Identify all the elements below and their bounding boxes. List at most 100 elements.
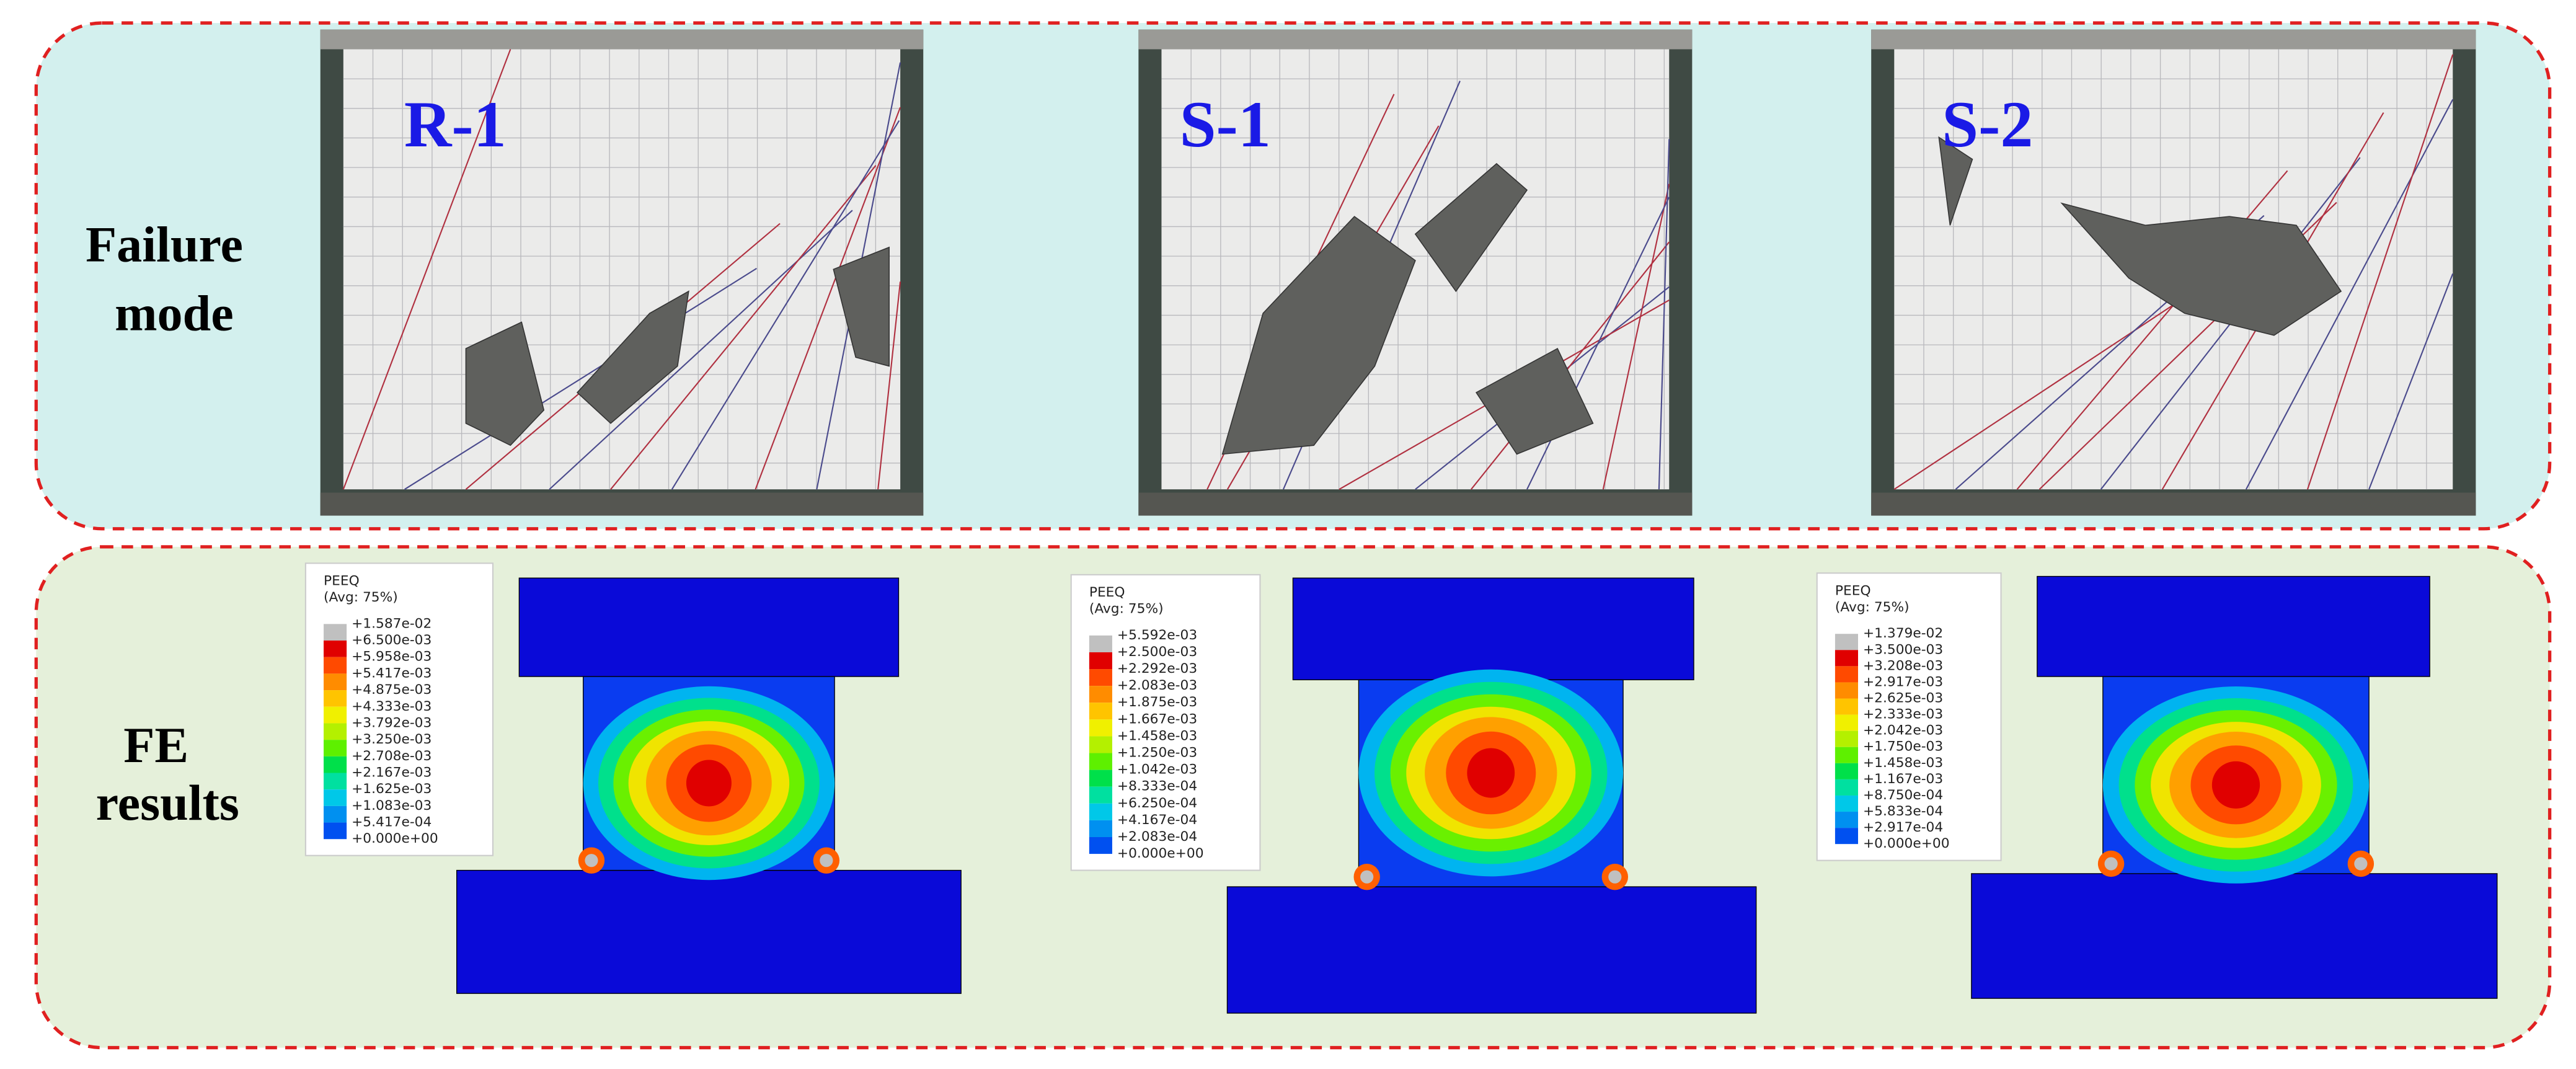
crack [755,107,901,490]
legend-label: +1.083e-03 [352,798,432,814]
corner-contour [1608,870,1622,884]
loading-beam [1226,886,1757,1014]
legend-swatch [324,822,347,840]
legend-label: +2.042e-03 [1863,723,1943,739]
legend-label: +1.625e-03 [352,781,432,797]
legend-label: +2.917e-03 [1863,674,1943,690]
corner-contour [585,854,598,867]
legend-label: +1.167e-03 [1863,771,1943,787]
specimen-label: S-2 [1942,88,2033,161]
legend-swatch [1089,770,1112,787]
row-label: Failure [86,216,243,272]
legend-swatch [1089,753,1112,770]
legend-swatch [1835,763,1859,779]
legend-swatch [324,723,347,740]
legend-swatch [1835,682,1859,699]
legend-swatch [1835,828,1859,845]
crack [549,210,853,490]
top-beam [320,29,924,50]
legend-label: +5.417e-04 [352,815,432,830]
top-beam [1138,29,1693,50]
legend-label: +5.417e-03 [352,665,432,681]
crack [342,49,511,490]
legend-swatch [1089,836,1112,854]
legend-swatch [1089,635,1112,652]
rubble [1138,492,1693,516]
legend-label: +1.250e-03 [1117,745,1197,761]
spalling [2060,202,2342,336]
legend-swatch [1089,652,1112,670]
legend-swatch [1835,747,1859,763]
legend-swatch [1835,779,1859,796]
crack [1658,139,1670,490]
crack [610,165,877,490]
legend-label: +5.958e-03 [352,649,432,665]
legend-label: +5.592e-03 [1117,628,1197,643]
legend-label: +4.167e-04 [1117,812,1197,828]
legend-swatch [1835,730,1859,747]
legend-label: +2.083e-03 [1117,678,1197,693]
legend-label: +0.000e+00 [1863,836,1950,851]
legend-label: +3.500e-03 [1863,642,1943,657]
spalling [833,246,890,367]
contour-band [2211,761,2260,809]
legend-swatch [324,706,347,724]
legend-label: +1.875e-03 [1117,694,1197,710]
legend-swatch [324,657,347,674]
legend-label: +2.625e-03 [1863,691,1943,706]
legend-label: +0.000e+00 [352,831,438,846]
legend-swatch [324,740,347,756]
legend-label: +4.875e-03 [352,682,432,698]
legend-subtitle: (Avg: 75%) [1089,601,1164,616]
rubble [320,492,924,516]
loading-beam [1971,873,2498,999]
legend-label: +6.500e-03 [352,632,432,648]
contour-band [1467,748,1515,798]
legend-label: +8.750e-04 [1863,787,1943,803]
legend-swatch [1835,795,1859,812]
legend-label: +2.708e-03 [352,748,432,764]
legend-swatch [324,624,347,641]
legend-swatch [324,756,347,773]
legend-swatch [324,805,347,823]
legend-swatch [1089,703,1112,720]
loading-beam [2037,575,2430,677]
legend-swatch [324,773,347,790]
legend-swatch [1835,666,1859,683]
legend-label: +1.667e-03 [1117,711,1197,727]
legend-swatch [1835,650,1859,667]
row-label: mode [115,285,234,342]
legend-subtitle: (Avg: 75%) [1835,600,1910,615]
legend-swatch [324,789,347,806]
corner-contour [1360,870,1374,884]
legend-label: +8.333e-04 [1117,779,1197,794]
legend-swatch [324,673,347,691]
crack [1471,241,1670,490]
legend-label: +3.792e-03 [352,715,432,730]
legend-label: +4.333e-03 [352,699,432,714]
legend-swatch [1089,669,1112,686]
legend-label: +2.333e-03 [1863,707,1943,722]
legend-label: +2.917e-04 [1863,820,1943,835]
legend-label: +2.500e-03 [1117,644,1197,660]
spalling [1221,216,1416,455]
legend-swatch [324,690,347,707]
spalling [1475,347,1594,455]
legend-label: +1.750e-03 [1863,739,1943,755]
loading-beam [456,869,962,994]
loading-beam [1292,577,1694,681]
legend-label: +3.250e-03 [352,732,432,747]
row-label: FE [123,717,188,773]
legend-label: +5.833e-04 [1863,804,1943,819]
crack [2245,99,2454,490]
spalling [576,290,689,424]
rubble [1871,492,2476,516]
specimen-label: S-1 [1180,88,1271,161]
top-beam [1871,29,2476,50]
legend-title: PEEQ [324,573,360,588]
legend-label: +2.167e-03 [352,765,432,781]
legend-title: PEEQ [1835,583,1871,598]
crack [2368,273,2454,490]
legend-label: +6.250e-04 [1117,796,1197,811]
